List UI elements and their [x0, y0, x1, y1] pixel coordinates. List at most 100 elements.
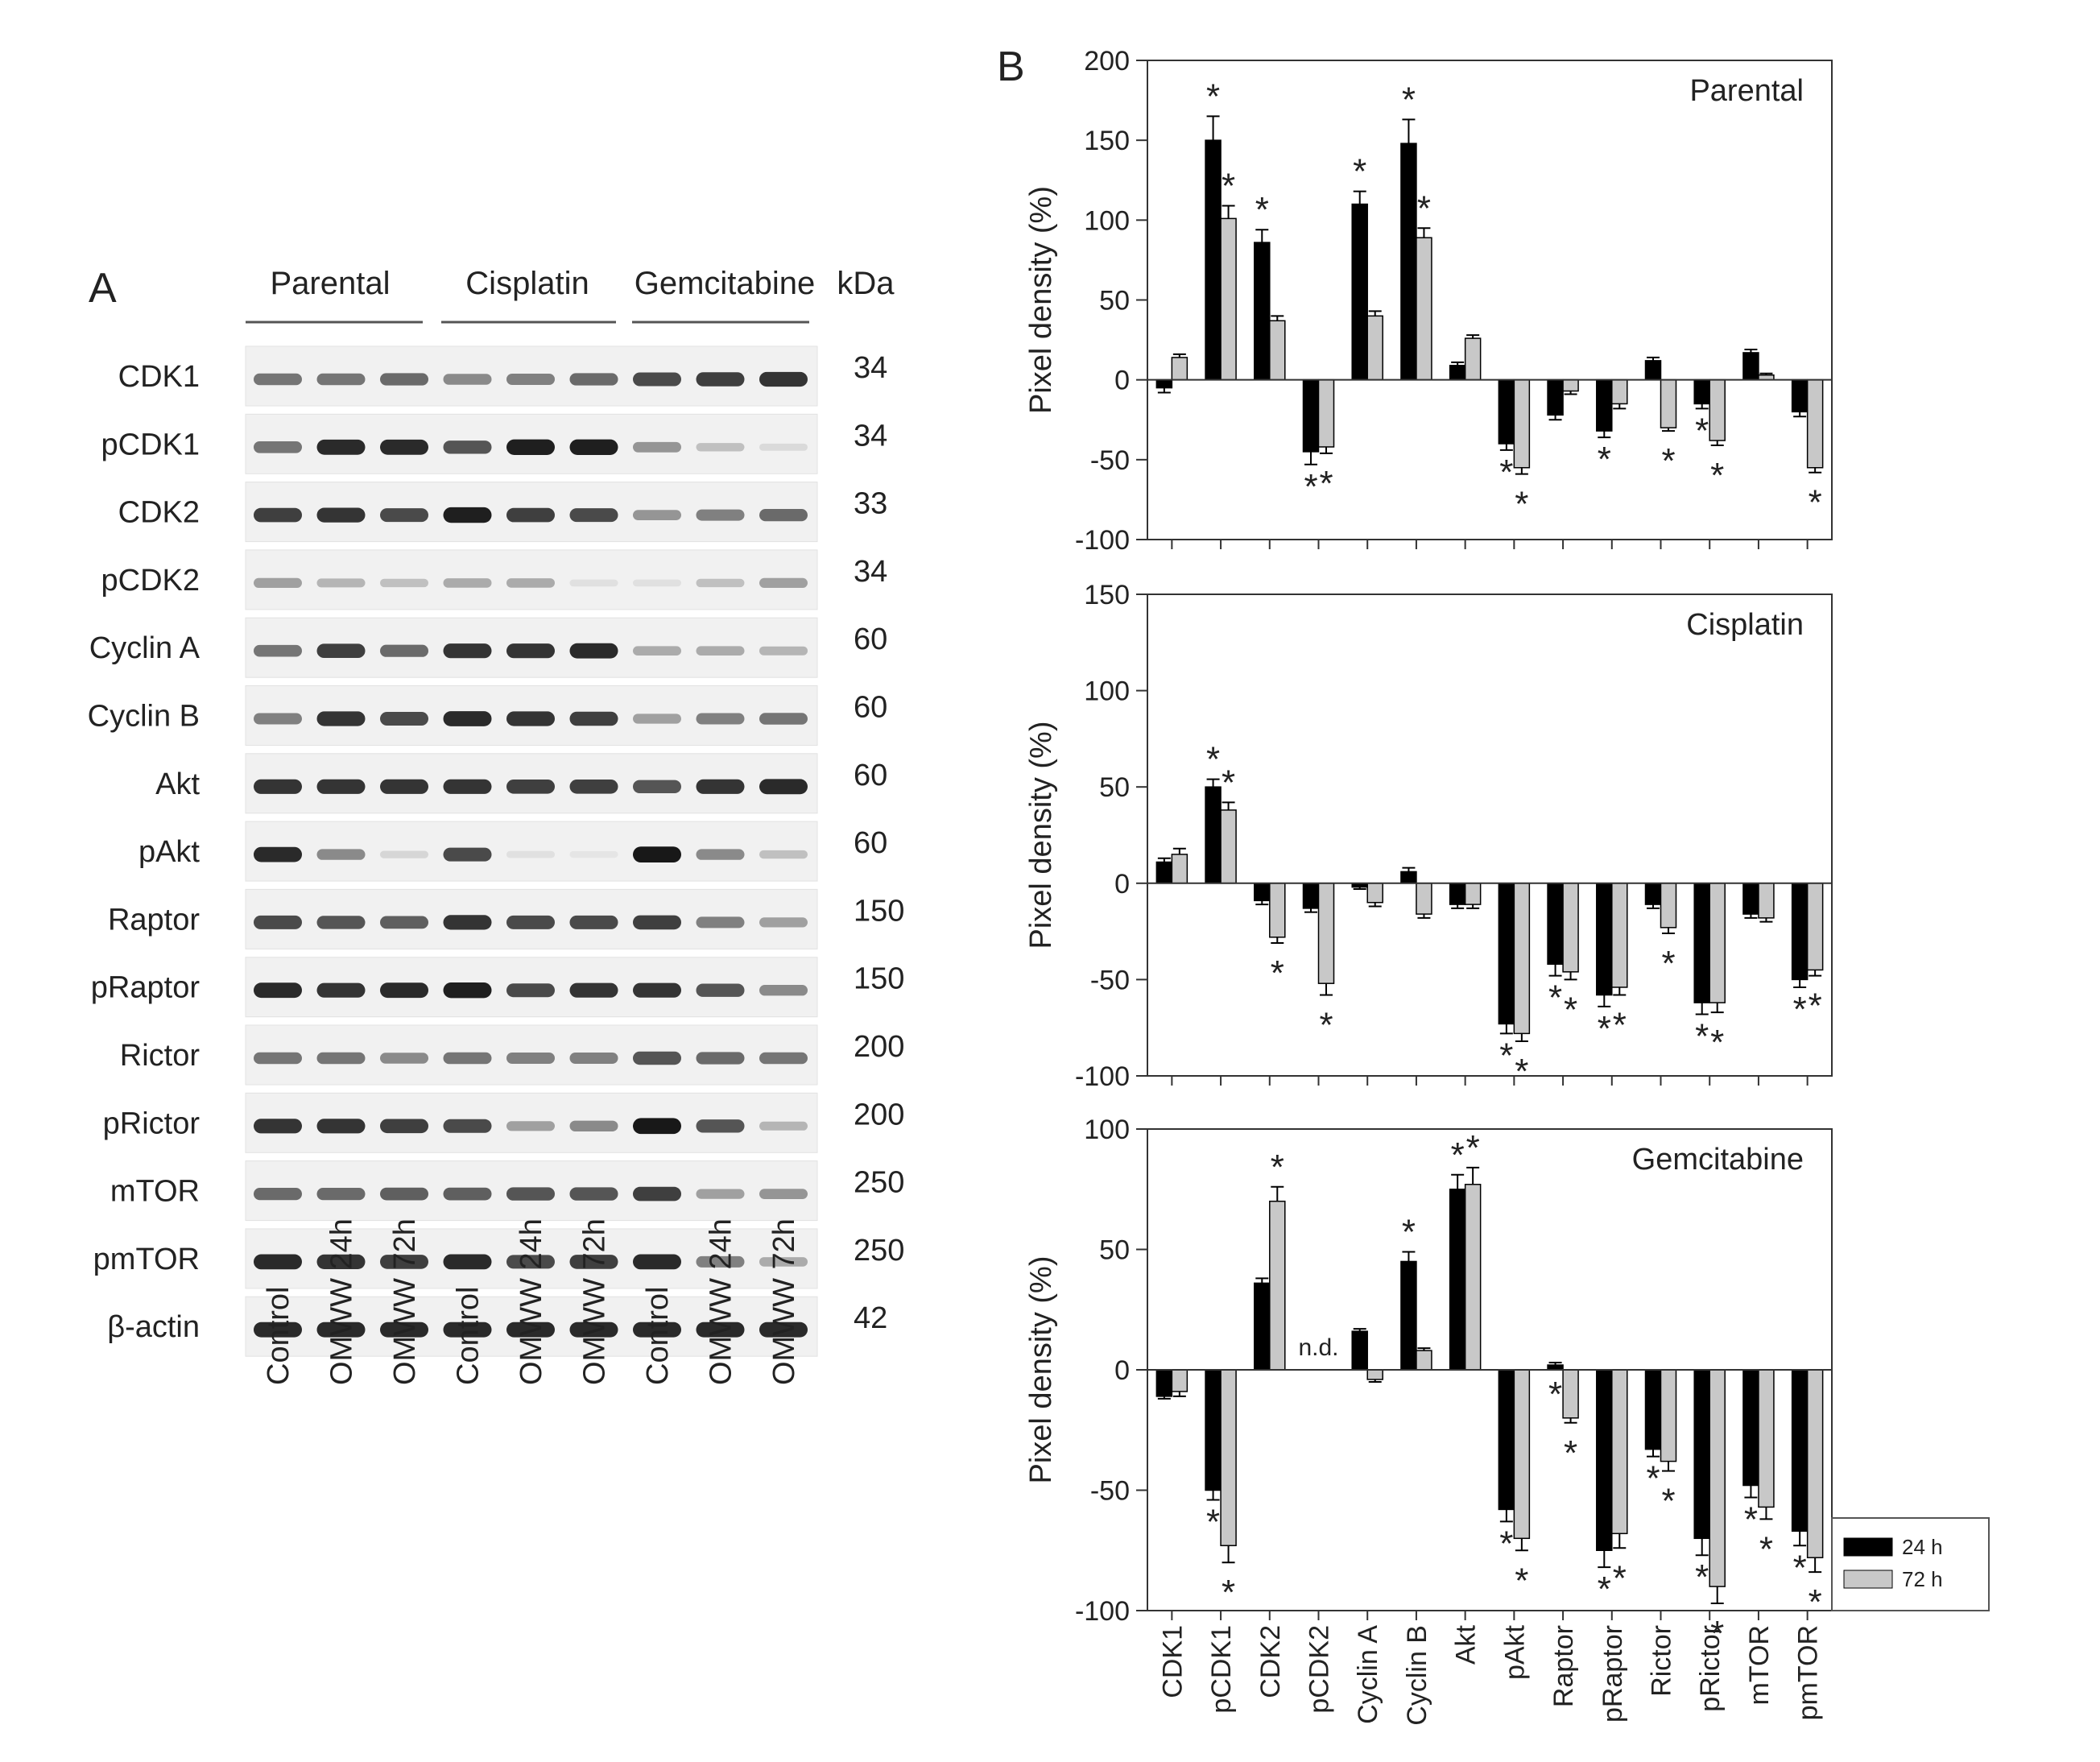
bar — [1464, 337, 1482, 381]
blot-band — [380, 578, 428, 588]
legend-label-72h: 72 h — [1902, 1567, 1943, 1591]
significance-star: * — [1499, 453, 1513, 492]
significance-star: * — [1206, 740, 1220, 780]
category-label: pmTOR — [1793, 1625, 1824, 1720]
kda-label: 33 — [854, 487, 887, 521]
blot-band — [696, 1052, 745, 1065]
subplot-gemcitabine: -100 -50 0 50 100 Pixel density (%) Gemcitabin… — [1024, 1115, 1833, 1653]
category-label: pRictor — [1695, 1625, 1726, 1712]
y-tick-label: 0 — [1114, 366, 1130, 396]
lane-label: OMWW 24h — [705, 1218, 738, 1385]
category-label: Akt — [1451, 1624, 1482, 1665]
blot-band — [316, 1119, 366, 1134]
bar — [1416, 1350, 1432, 1371]
blot-band — [569, 1322, 618, 1338]
blot-row: pRictor 200 — [103, 1092, 904, 1153]
blot-band — [380, 1119, 428, 1134]
bar — [1171, 1369, 1188, 1392]
bar — [1171, 357, 1188, 381]
subplot-title: Parental — [1689, 74, 1804, 108]
blot-band — [506, 983, 555, 998]
blot-band — [254, 373, 302, 386]
significance-star: * — [1564, 990, 1577, 1029]
category-label: CDK1 — [1157, 1625, 1188, 1698]
y-tick-label: 200 — [1084, 46, 1130, 77]
kda-label: 60 — [854, 759, 887, 792]
blot-band — [316, 916, 366, 929]
kda-label: 42 — [854, 1301, 887, 1335]
blot-band — [569, 1187, 618, 1201]
category-label: pCDK2 — [1304, 1625, 1335, 1714]
not-determined-note: n.d. — [1298, 1334, 1338, 1361]
bar — [1400, 143, 1417, 381]
category-label: pCDK1 — [1206, 1625, 1237, 1714]
group-label-parental: Parental — [271, 266, 391, 301]
bar — [1498, 1369, 1515, 1511]
blot-band — [696, 1119, 745, 1133]
bar — [1758, 883, 1775, 919]
blot-band — [316, 373, 366, 386]
significance-star: * — [1744, 1499, 1758, 1539]
blot-band — [254, 779, 302, 794]
protein-label: CDK1 — [118, 360, 200, 394]
blot-band — [569, 711, 618, 726]
blot-band — [759, 850, 808, 859]
blot-band — [380, 373, 428, 386]
blot-band — [316, 1254, 366, 1269]
y-axis-title: Pixel density (%) — [1024, 1256, 1058, 1484]
significance-star: * — [1661, 441, 1675, 481]
subplots: -100 -50 0 50 100 150 200 Pixel density (%) Pare… — [1024, 46, 1833, 1653]
blot-band — [380, 439, 428, 455]
blot-band — [443, 440, 492, 454]
significance-star: * — [1548, 978, 1562, 1018]
bar — [1205, 139, 1222, 381]
blot-band — [569, 508, 618, 523]
blot-band — [254, 644, 302, 657]
y-tick-label: -50 — [1090, 445, 1130, 476]
blot-band — [254, 507, 302, 523]
blot-band — [696, 646, 745, 656]
significance-star: * — [1417, 188, 1431, 228]
protein-label: pCDK1 — [101, 428, 200, 461]
bar — [1806, 378, 1824, 469]
plot-frame — [1147, 60, 1833, 540]
blot-band — [569, 780, 618, 794]
significance-star: * — [1793, 990, 1807, 1029]
blot-band — [506, 507, 555, 523]
bar — [1302, 378, 1320, 453]
bar — [1317, 883, 1335, 984]
y-tick-label: 100 — [1084, 1115, 1130, 1145]
blot-band — [380, 1053, 428, 1064]
bar — [1449, 365, 1466, 381]
bar — [1513, 883, 1531, 1035]
blot-band — [443, 1119, 492, 1133]
kda-label: 60 — [854, 826, 887, 860]
significance-star: * — [1548, 1375, 1562, 1414]
significance-star: * — [1222, 763, 1235, 802]
lane-label: Control — [641, 1287, 675, 1386]
blot-band — [254, 982, 302, 999]
bar — [1742, 352, 1759, 381]
blot-band — [506, 1187, 555, 1201]
blot-band — [380, 779, 428, 794]
blot-band — [759, 713, 808, 725]
protein-label: Akt — [155, 767, 200, 801]
blot-band — [380, 850, 428, 858]
group-label-gemcitabine: Gemcitabine — [635, 266, 816, 301]
significance-star: * — [1466, 1128, 1480, 1168]
blot-band — [506, 915, 555, 929]
legend-swatch-24h — [1843, 1537, 1893, 1557]
blot-row: Raptor 150 — [108, 888, 904, 949]
significance-star: * — [1222, 166, 1235, 205]
y-tick-label: -100 — [1075, 1061, 1130, 1092]
blot-row: Cyclin B 60 — [88, 685, 887, 746]
blot-band — [633, 846, 681, 862]
significance-star: * — [1451, 1135, 1465, 1175]
y-tick-label: 50 — [1099, 286, 1130, 316]
bar — [1644, 1369, 1662, 1450]
bar — [1611, 378, 1628, 405]
blot-band — [254, 1052, 302, 1065]
blot-band — [254, 1119, 302, 1134]
blot-band — [316, 849, 366, 860]
blot-band — [380, 1187, 428, 1201]
